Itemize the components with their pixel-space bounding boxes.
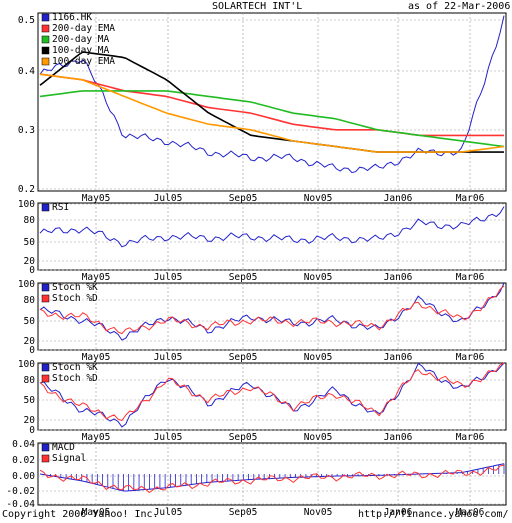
price-series-line: [39, 90, 505, 148]
stoch1-legend-label: Stoch %D: [52, 293, 98, 304]
macd-x-tick-label: Mar06: [456, 507, 485, 518]
stoch1-x-tick-label: Jul05: [154, 352, 183, 363]
price-x-tick-label: Sep05: [229, 193, 258, 204]
as-of-date: as of 22-Mar-2006: [408, 1, 511, 12]
price-y-tick-label: 0.5: [18, 15, 35, 26]
macd-y-tick-label: 0.04: [12, 439, 35, 450]
macd-y-tick-label: 0.00: [12, 471, 35, 482]
stoch2-y-tick-label: 80: [24, 375, 36, 386]
stoch2-y-tick-label: 100: [18, 359, 35, 370]
price-legend-label: 200-day MA: [52, 34, 109, 45]
price-y-tick-label: 0.2: [18, 184, 35, 195]
macd-legend-swatch: [41, 454, 50, 463]
stoch2-x-tick-label: Jan06: [384, 432, 413, 443]
stoch1-x-tick-label: Sep05: [229, 352, 258, 363]
stoch1-x-tick-label: Nov05: [304, 352, 333, 363]
price-series-line: [39, 73, 505, 153]
stoch2-legend-label: Stoch %K: [52, 362, 98, 373]
stoch1-x-tick-label: Jan06: [384, 352, 413, 363]
stoch1-legend-label: Stoch %K: [52, 282, 98, 293]
price-panel-frame: [37, 12, 507, 192]
stoch2-x-tick-label: Mar06: [456, 432, 485, 443]
price-legend-swatch: [41, 46, 50, 55]
stoch2-y-tick-label: 50: [24, 395, 36, 406]
stoch2-x-tick-label: Sep05: [229, 432, 258, 443]
rsi-legend-swatch: [41, 203, 50, 212]
chart-title: SOLARTECH INT'L: [212, 1, 303, 12]
rsi-x-tick-label: Mar06: [456, 272, 485, 283]
stoch1-y-tick-label: 20: [24, 336, 36, 347]
rsi-y-tick-label: 0: [29, 265, 35, 276]
rsi-legend-label: RSI: [52, 202, 69, 213]
stoch1-panel-frame: [37, 282, 507, 351]
price-x-tick-label: Mar06: [456, 193, 485, 204]
stoch2-y-tick-label: 20: [24, 415, 36, 426]
macd-x-tick-label: Jan06: [384, 507, 413, 518]
price-x-tick-label: May05: [82, 193, 111, 204]
macd-legend-swatch: [41, 443, 50, 452]
stoch1-legend-swatch: [41, 294, 50, 303]
source-url[interactable]: http://finance.yahoo.com/: [358, 509, 509, 520]
stoch1-series-line: [39, 282, 505, 341]
rsi-y-tick-label: 20: [24, 256, 36, 267]
macd-y-tick-label: 0.02: [12, 455, 35, 466]
stoch1-x-tick-label: May05: [82, 352, 111, 363]
price-y-tick-label: 0.4: [18, 66, 35, 77]
stoch2-x-tick-label: Jul05: [154, 432, 183, 443]
stoch2-x-tick-label: May05: [82, 432, 111, 443]
macd-series-line: [39, 464, 505, 494]
stoch2-legend-swatch: [41, 363, 50, 372]
rsi-x-tick-label: Nov05: [304, 272, 333, 283]
stoch1-y-tick-label: 0: [29, 345, 35, 356]
stoch2-series-line: [39, 362, 505, 428]
stoch2-x-tick-label: Nov05: [304, 432, 333, 443]
macd-x-tick-label: May05: [82, 507, 111, 518]
stoch1-legend-swatch: [41, 283, 50, 292]
stoch1-y-tick-label: 100: [18, 279, 35, 290]
price-x-tick-label: Nov05: [304, 193, 333, 204]
rsi-series-line: [39, 206, 505, 248]
price-x-tick-label: Jan06: [384, 193, 413, 204]
stoch2-series-line: [39, 362, 505, 422]
price-legend-label: 1166.HK: [52, 12, 92, 23]
stoch2-y-tick-label: 0: [29, 425, 35, 436]
rsi-y-tick-label: 100: [18, 199, 35, 210]
macd-x-tick-label: Sep05: [229, 507, 258, 518]
rsi-x-tick-label: Sep05: [229, 272, 258, 283]
price-legend-swatch: [41, 24, 50, 33]
rsi-x-tick-label: Jan06: [384, 272, 413, 283]
macd-x-tick-label: Nov05: [304, 507, 333, 518]
macd-y-tick-label: -0.02: [6, 486, 35, 497]
price-y-tick-label: 0.3: [18, 125, 35, 136]
stoch1-series-line: [39, 285, 505, 335]
price-series-line: [39, 73, 504, 137]
stoch2-legend-label: Stoch %D: [52, 373, 98, 384]
rsi-y-tick-label: 50: [24, 237, 36, 248]
macd-y-tick-label: -0.04: [6, 499, 35, 510]
price-legend-swatch: [41, 13, 50, 22]
rsi-y-tick-label: 80: [24, 215, 36, 226]
macd-x-tick-label: Jul05: [154, 507, 183, 518]
price-legend-swatch: [41, 57, 50, 66]
price-legend-label: 100-day MA: [52, 45, 109, 56]
price-legend-swatch: [41, 35, 50, 44]
stoch1-y-tick-label: 80: [24, 295, 36, 306]
stoch2-legend-swatch: [41, 374, 50, 383]
stoch1-y-tick-label: 50: [24, 316, 36, 327]
stoch1-x-tick-label: Mar06: [456, 352, 485, 363]
copyright-text: Copyright 2006 Yahoo! Inc.: [2, 509, 159, 520]
macd-legend-label: Signal: [52, 453, 86, 464]
price-x-tick-label: Jul05: [154, 193, 183, 204]
rsi-x-tick-label: Jul05: [154, 272, 183, 283]
rsi-x-tick-label: May05: [82, 272, 111, 283]
price-legend-label: 200-day EMA: [52, 23, 115, 34]
price-legend-label: 100-day EMA: [52, 56, 115, 67]
macd-series-line: [39, 463, 505, 492]
macd-panel-frame: [37, 442, 507, 506]
macd-legend-label: MACD: [52, 442, 75, 453]
